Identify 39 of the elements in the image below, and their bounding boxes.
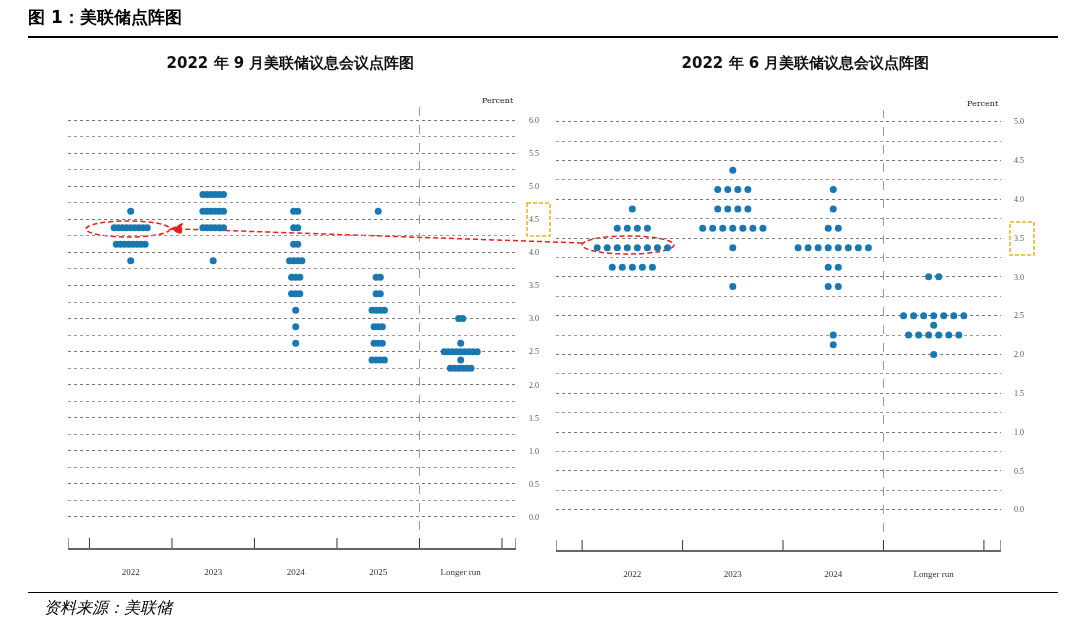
y-tick-label: 1.0 <box>529 446 539 456</box>
x-tick-label: 2025 <box>369 566 388 577</box>
y-tick-label: 1.5 <box>529 413 539 423</box>
x-tick-label: 2023 <box>723 568 743 579</box>
y-tick-label: 3.5 <box>529 281 539 291</box>
x-tick-label: 2024 <box>824 568 843 579</box>
y-tick-label: 2.5 <box>1014 311 1024 321</box>
x-tick-label: 2024 <box>286 566 306 577</box>
x-tick-label: 2022 <box>121 566 140 577</box>
chart-title: 2022 年 6 月美联储议息会议点阵图 <box>681 53 930 72</box>
y-tick-label: 0.0 <box>1014 505 1024 515</box>
y-tick-label: 3.0 <box>529 314 539 324</box>
y-tick-label: 4.0 <box>529 248 539 258</box>
x-tick-label: Longer run <box>440 566 482 577</box>
y-tick-label: 4.5 <box>529 215 539 225</box>
x-tick-label: Longer run <box>913 568 955 579</box>
text: 资料来源：美联储 <box>44 598 172 619</box>
y-tick-label: 5.0 <box>529 182 539 192</box>
y-tick-label: 6.0 <box>529 116 539 126</box>
y-tick-label: 2.0 <box>529 380 539 390</box>
y-tick-label: 5.0 <box>1014 117 1024 127</box>
y-tick-label: 3.5 <box>1014 233 1024 243</box>
y-tick-label: 4.0 <box>1014 195 1024 205</box>
caption: 图 1：美联储点阵图 <box>28 6 182 29</box>
y-tick-label: 1.5 <box>1014 389 1024 399</box>
y-tick-label: 3.0 <box>1014 272 1024 282</box>
y-tick-label: 2.5 <box>529 347 539 357</box>
y-tick-label: 2.0 <box>1014 350 1024 360</box>
chart-title: 2022 年 9 月美联储议息会议点阵图 <box>166 53 415 72</box>
y-axis-title: Percent <box>482 96 514 105</box>
y-tick-label: 4.5 <box>1014 156 1024 166</box>
y-tick-label: 1.0 <box>1014 427 1024 437</box>
x-tick-label: 2022 <box>623 568 642 579</box>
y-axis-title: Percent <box>967 99 999 108</box>
y-tick-label: 5.5 <box>529 149 539 159</box>
y-tick-label: 0.5 <box>1014 466 1024 476</box>
x-tick-label: 2023 <box>204 566 223 577</box>
y-tick-label: 0.0 <box>529 512 539 522</box>
y-tick-label: 0.5 <box>529 479 539 489</box>
